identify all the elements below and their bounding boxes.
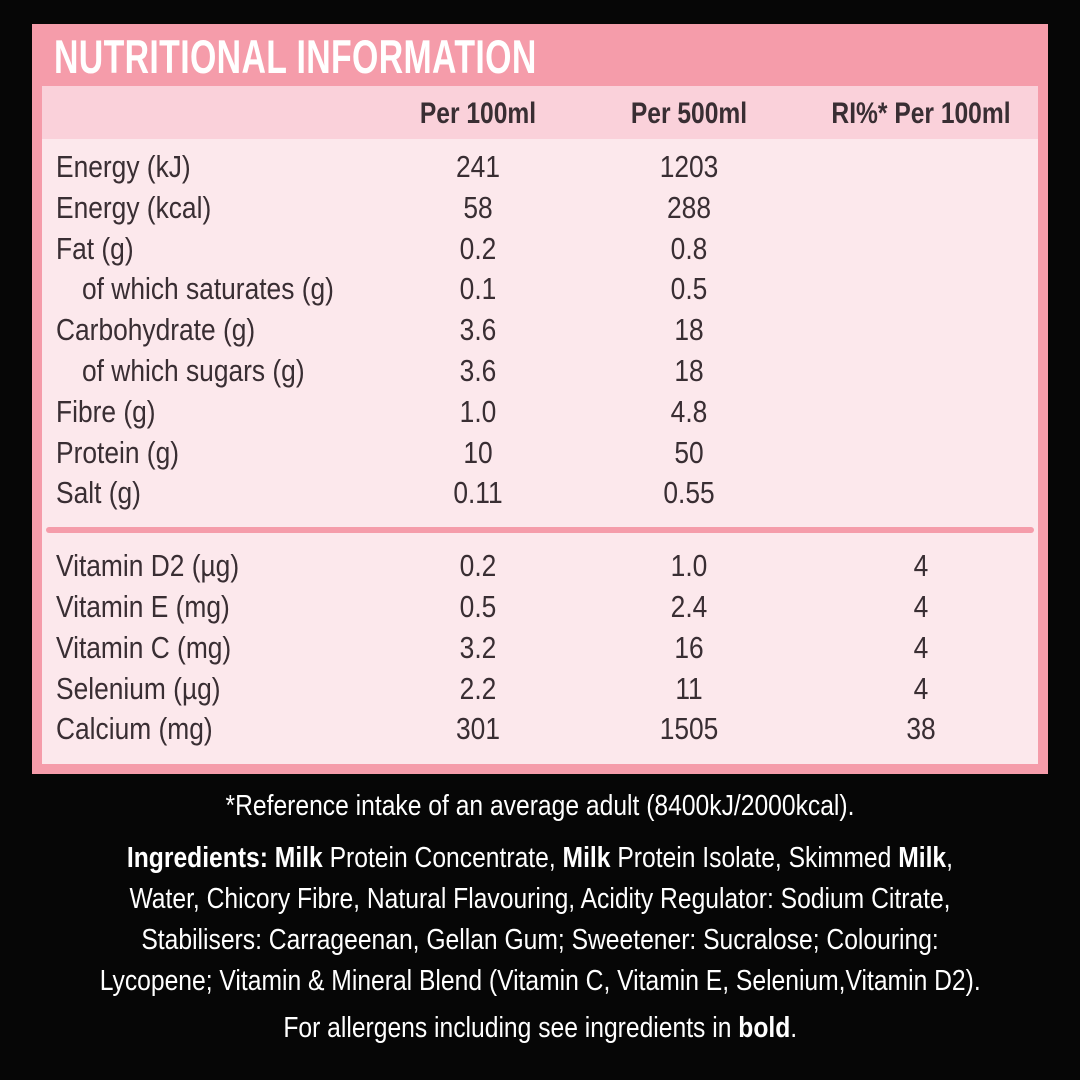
row-value-per-500ml: 18	[674, 312, 704, 348]
row-label: Fibre (g)	[56, 393, 156, 429]
row-value-per-500ml: 288	[667, 189, 711, 225]
row-value-per-100ml: 3.2	[459, 629, 497, 665]
row-label: Vitamin E (mg)	[56, 588, 230, 624]
footer: *Reference intake of an average adult (8…	[0, 774, 1080, 1046]
table-row: Salt (g) 0.11 0.55	[42, 473, 1038, 514]
row-value-per-500ml: 4.8	[670, 393, 708, 429]
row-value-per-500ml: 1505	[659, 711, 719, 747]
ingredients-line: Stabilisers: Carrageenan, Gellan Gum; Sw…	[141, 924, 939, 956]
row-value-per-100ml: 0.11	[453, 475, 503, 511]
row-label: Selenium (µg)	[56, 670, 221, 706]
ingredients-paragraph: Ingredients: Milk Protein Concentrate, M…	[0, 838, 1080, 1002]
row-value-per-100ml: 241	[456, 149, 500, 184]
row-value-per-100ml: 0.2	[459, 230, 497, 266]
table-row: Vitamin E (mg) 0.5 2.4 4	[42, 587, 1038, 628]
row-value-per-100ml: 3.6	[459, 312, 497, 348]
reference-intake-text: *Reference intake of an average adult (8…	[225, 790, 855, 822]
row-value-ri: 38	[906, 711, 936, 747]
table-row: Calcium (mg) 301 1505 38	[42, 709, 1038, 750]
row-label: Vitamin C (mg)	[56, 629, 232, 665]
column-header-ri-per-100ml: RI%* Per 100ml	[831, 97, 1011, 130]
row-value-per-500ml: 1.0	[670, 548, 708, 584]
row-label: Protein (g)	[56, 434, 180, 470]
row-value-per-500ml: 11	[675, 670, 703, 706]
row-label: of which sugars (g)	[82, 352, 305, 388]
ingredients-bold-text: Milk	[898, 842, 947, 874]
table-row: Protein (g) 10 50	[42, 433, 1038, 474]
row-value-per-100ml: 0.2	[459, 548, 497, 584]
row-label: Vitamin D2 (µg)	[56, 548, 240, 584]
row-value-per-500ml: 18	[674, 352, 704, 388]
row-value-per-500ml: 1203	[659, 149, 719, 184]
panel-title: NUTRITIONAL INFORMATION	[32, 24, 1048, 86]
row-value-ri: 4	[913, 588, 929, 624]
table-row: Energy (kcal) 58 288	[42, 188, 1038, 229]
row-label: of which saturates (g)	[82, 271, 334, 307]
row-label: Fat (g)	[56, 230, 134, 266]
row-label: Energy (kJ)	[56, 149, 191, 184]
row-value-ri: 4	[913, 548, 929, 584]
nutrition-panel: NUTRITIONAL INFORMATION Per 100ml Per 50…	[32, 24, 1048, 774]
ingredients-regular-text: Protein Concentrate,	[322, 842, 563, 874]
row-value-per-500ml: 2.4	[670, 588, 708, 624]
ingredients-bold-text: Ingredients: Milk	[126, 842, 323, 874]
section-divider	[46, 527, 1034, 534]
table-row: Vitamin C (mg) 3.2 16 4	[42, 628, 1038, 669]
ingredients-line: Lycopene; Vitamin & Mineral Blend (Vitam…	[99, 965, 981, 997]
row-value-per-500ml: 0.8	[670, 230, 708, 266]
row-value-per-100ml: 0.1	[459, 271, 497, 307]
column-header-per-100ml: Per 100ml	[419, 97, 537, 130]
ingredients-regular-text: Protein Isolate, Skimmed	[610, 842, 899, 874]
row-value-ri: 4	[913, 629, 929, 665]
row-value-per-500ml: 0.5	[670, 271, 708, 307]
table-row: Fat (g) 0.2 0.8	[42, 229, 1038, 270]
row-label: Energy (kcal)	[56, 189, 212, 225]
allergen-note-prefix: For allergens including see ingredients …	[283, 1012, 739, 1044]
allergen-note-suffix: .	[790, 1012, 797, 1044]
panel-title-text: NUTRITIONAL INFORMATION	[54, 30, 537, 83]
nutrition-table: Per 100ml Per 500ml RI%* Per 100ml Energ…	[42, 86, 1038, 765]
allergen-note: For allergens including see ingredients …	[0, 1010, 1080, 1046]
row-value-per-100ml: 301	[456, 711, 500, 747]
row-value-per-500ml: 50	[674, 434, 704, 470]
row-label: Salt (g)	[56, 475, 141, 511]
row-label: Carbohydrate (g)	[56, 312, 256, 348]
ingredients-regular-text: ,	[946, 842, 954, 874]
table-row: Carbohydrate (g) 3.6 18	[42, 310, 1038, 351]
ingredients-line: Water, Chicory Fibre, Natural Flavouring…	[129, 883, 951, 915]
table-row: of which saturates (g) 0.1 0.5	[42, 269, 1038, 310]
row-value-per-500ml: 0.55	[663, 475, 715, 511]
row-value-per-100ml: 3.6	[459, 352, 497, 388]
table-row: Selenium (µg) 2.2 11 4	[42, 669, 1038, 710]
reference-intake-note: *Reference intake of an average adult (8…	[0, 788, 1080, 824]
ingredients-line: Ingredients: Milk Protein Concentrate, M…	[0, 838, 1080, 879]
row-value-per-100ml: 1.0	[459, 393, 497, 429]
column-header-row: Per 100ml Per 500ml RI%* Per 100ml	[42, 86, 1038, 139]
table-row: Energy (kJ) 241 1203	[42, 147, 1038, 188]
table-body: Energy (kJ) 241 1203 Energy (kcal) 58 28…	[42, 139, 1038, 765]
row-value-per-100ml: 58	[463, 189, 493, 225]
allergen-note-bold: bold	[738, 1012, 791, 1044]
column-header-per-500ml: Per 500ml	[630, 97, 748, 130]
row-value-per-100ml: 10	[463, 434, 493, 470]
table-row: Vitamin D2 (µg) 0.2 1.0 4	[42, 546, 1038, 587]
row-label: Calcium (mg)	[56, 711, 213, 747]
row-value-per-100ml: 2.2	[459, 670, 497, 706]
row-value-per-500ml: 16	[674, 629, 704, 665]
table-row: Fibre (g) 1.0 4.8	[42, 392, 1038, 433]
row-value-ri: 4	[913, 670, 929, 706]
row-value-per-100ml: 0.5	[459, 588, 497, 624]
ingredients-bold-text: Milk	[562, 842, 611, 874]
table-row: of which sugars (g) 3.6 18	[42, 351, 1038, 392]
